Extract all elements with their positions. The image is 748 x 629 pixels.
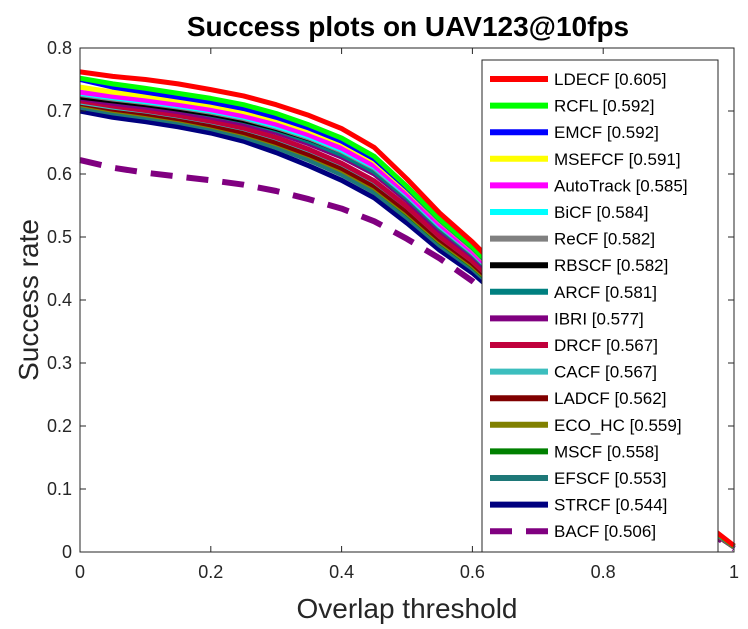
- legend-label-9: ARCF [0.581]: [554, 283, 657, 302]
- legend-label-13: LADCF [0.562]: [554, 389, 666, 408]
- legend-label-6: BiCF [0.584]: [554, 203, 649, 222]
- x-axis-label: Overlap threshold: [296, 593, 517, 624]
- legend-label-10: IBRI [0.577]: [554, 309, 644, 328]
- y-tick-label: 0.1: [47, 479, 72, 499]
- legend-label-1: LDECF [0.605]: [554, 70, 666, 89]
- legend-box: [481, 59, 719, 553]
- legend: LDECF [0.605] RCFL [0.592] EMCF [0.592] MSE…: [481, 59, 719, 553]
- series-line-18: [79, 157, 736, 552]
- x-tick-label: 1: [729, 562, 739, 582]
- legend-label-7: ReCF [0.582]: [554, 230, 655, 249]
- x-tick-label: 0.6: [460, 562, 485, 582]
- y-tick-label: 0: [62, 542, 72, 562]
- x-tick-label: 0.8: [591, 562, 616, 582]
- legend-label-8: RBSCF [0.582]: [554, 256, 668, 275]
- legend-label-17: STRCF [0.544]: [554, 496, 667, 515]
- legend-label-14: ECO_HC [0.559]: [554, 416, 682, 435]
- y-tick-label: 0.3: [47, 353, 72, 373]
- legend-label-2: RCFL [0.592]: [554, 97, 654, 116]
- ticks-layer: 0 0.2 0.4 0.6 0.8 1 0 0.1 0.2 0.3 0.4 0.5 0.6 0.7 0.8: [47, 38, 739, 582]
- y-tick-label: 0.4: [47, 290, 72, 310]
- y-tick-label: 0.5: [47, 227, 72, 247]
- legend-label-12: CACF [0.567]: [554, 363, 657, 382]
- y-tick-label: 0.6: [47, 164, 72, 184]
- y-tick-label: 0.8: [47, 38, 72, 58]
- x-tick-label: 0: [75, 562, 85, 582]
- x-tick-label: 0.4: [329, 562, 354, 582]
- legend-label-4: MSEFCF [0.591]: [554, 150, 681, 169]
- y-axis-label: Success rate: [13, 219, 44, 381]
- legend-label-11: DRCF [0.567]: [554, 336, 658, 355]
- legend-items: LDECF [0.605] RCFL [0.592] EMCF [0.592] MSE…: [490, 70, 688, 541]
- x-tick-label: 0.2: [198, 562, 223, 582]
- y-tick-label: 0.7: [47, 101, 72, 121]
- legend-label-15: MSCF [0.558]: [554, 442, 659, 461]
- legend-label-18: BACF [0.506]: [554, 522, 656, 541]
- y-tick-label: 0.2: [47, 416, 72, 436]
- legend-label-5: AutoTrack [0.585]: [554, 176, 688, 195]
- legend-label-16: EFSCF [0.553]: [554, 469, 666, 488]
- chart-title: Success plots on UAV123@10fps: [187, 11, 629, 42]
- legend-label-3: EMCF [0.592]: [554, 123, 659, 142]
